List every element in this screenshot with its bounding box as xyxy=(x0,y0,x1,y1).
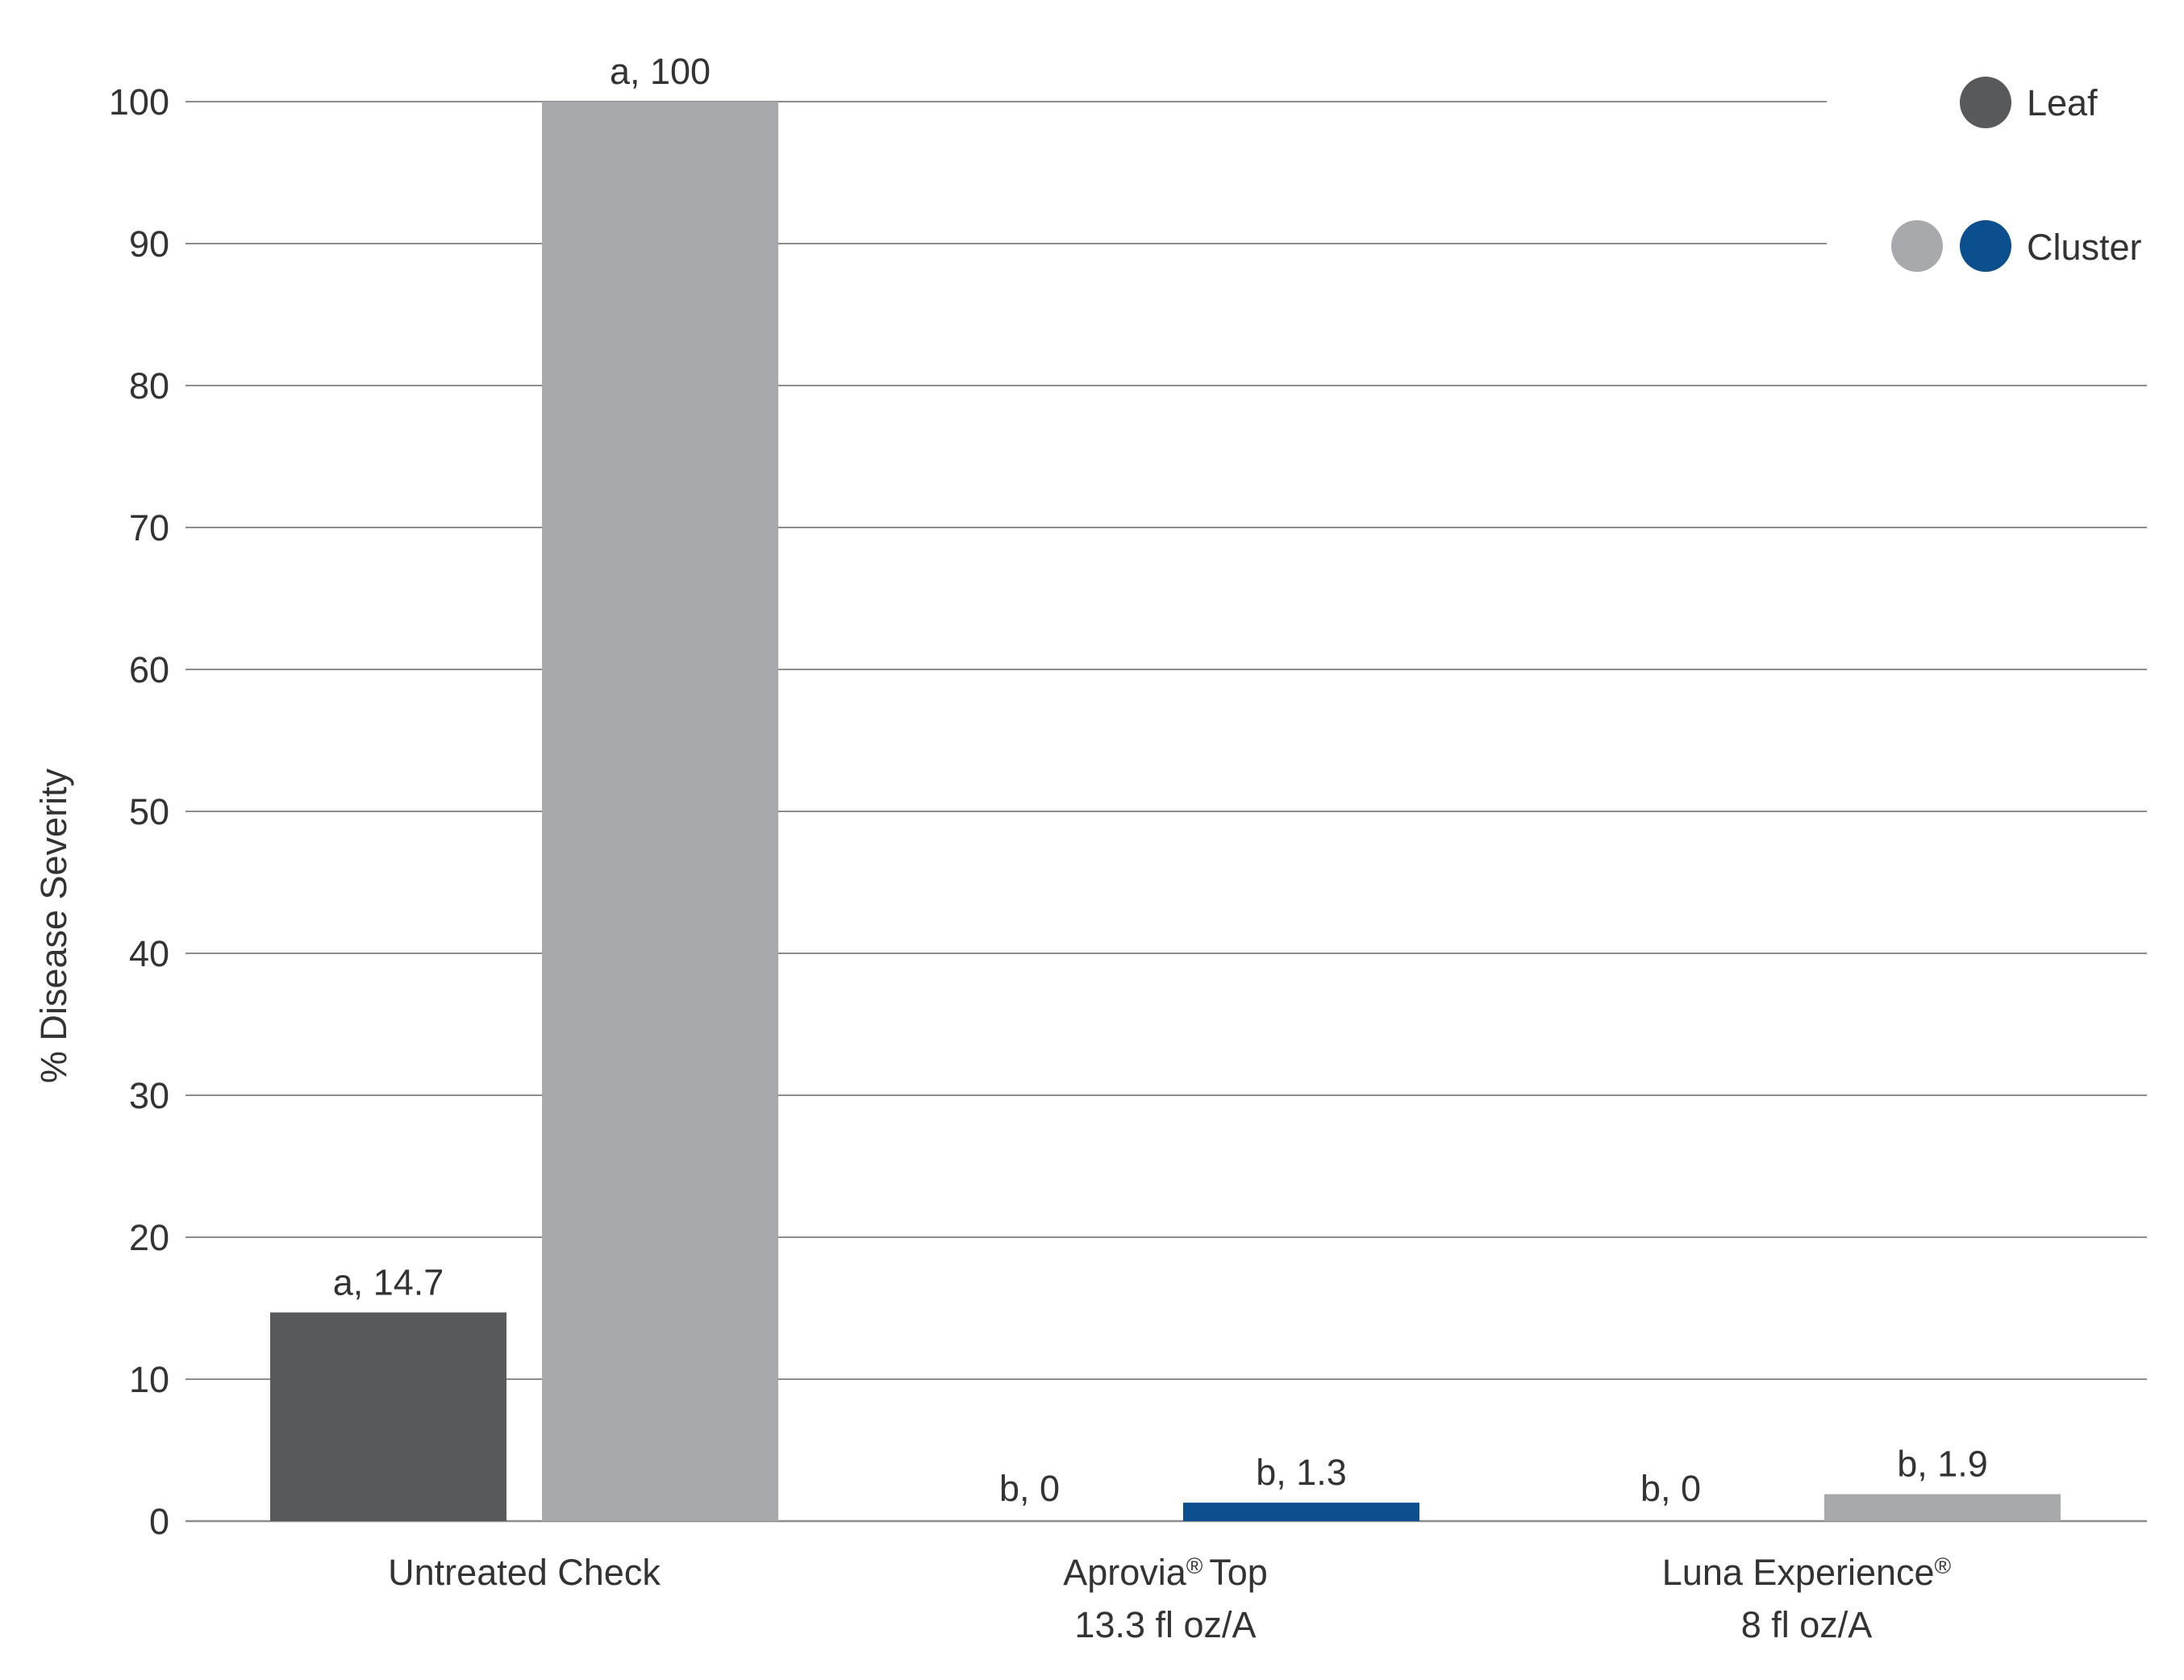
bar-label-leaf-2: b, 0 xyxy=(1640,1468,1701,1509)
legend-swatch-leaf xyxy=(1960,77,2011,128)
bar-label-leaf-0: a, 14.7 xyxy=(333,1261,444,1303)
legend: Leaf Cluster xyxy=(1891,77,2142,272)
registered-mark: ® xyxy=(1935,1553,1952,1578)
bar-label-cluster-0: a, 100 xyxy=(610,51,711,92)
category-label-aprovia-name: Aprovia xyxy=(1063,1552,1187,1593)
category-label-aprovia-rate: 13.3 fl oz/A xyxy=(1074,1604,1256,1645)
y-tick-label-40: 40 xyxy=(129,933,169,974)
category-label-aprovia-top: Aprovia® Top xyxy=(1063,1552,1268,1593)
bar-label-leaf-1: b, 0 xyxy=(999,1468,1060,1509)
category-label-luna-experience: Luna Experience® xyxy=(1662,1552,1952,1593)
bar-cluster-2 xyxy=(1824,1494,2061,1521)
y-axis-ticks: 0 10 20 30 40 50 60 70 80 90 100 xyxy=(109,81,169,1542)
legend-label-cluster: Cluster xyxy=(2027,227,2142,268)
bar-label-cluster-1: b, 1.3 xyxy=(1256,1452,1347,1493)
bar-cluster-1 xyxy=(1183,1503,1419,1521)
y-tick-label-70: 70 xyxy=(129,507,169,548)
legend-swatch-cluster-blue xyxy=(1960,220,2011,272)
category-label-aprovia-top-word: Top xyxy=(1209,1552,1268,1593)
category-label-luna-name: Luna Experience xyxy=(1662,1552,1935,1593)
y-tick-label-90: 90 xyxy=(129,223,169,265)
bar-cluster-0 xyxy=(542,102,778,1521)
bar-label-cluster-2: b, 1.9 xyxy=(1897,1444,1988,1485)
registered-mark: ® xyxy=(1186,1553,1209,1578)
y-tick-label-80: 80 xyxy=(129,365,169,406)
y-axis-title: % Disease Severity xyxy=(33,768,74,1083)
y-tick-label-50: 50 xyxy=(129,791,169,832)
y-tick-label-0: 0 xyxy=(149,1501,169,1542)
legend-label-leaf: Leaf xyxy=(2027,82,2098,123)
gridlines xyxy=(185,101,2147,1523)
y-tick-label-10: 10 xyxy=(129,1359,169,1400)
y-tick-label-100: 100 xyxy=(109,81,169,123)
y-tick-label-60: 60 xyxy=(129,649,169,690)
bar-value-labels: a, 14.7 b, 0 b, 0 a, 100 b, 1.3 b, 1.9 xyxy=(333,51,1988,1509)
y-tick-label-30: 30 xyxy=(129,1075,169,1116)
legend-swatch-cluster-gray xyxy=(1891,220,1943,272)
y-tick-label-20: 20 xyxy=(129,1217,169,1258)
bar-leaf-0 xyxy=(270,1312,506,1521)
category-label-luna-rate: 8 fl oz/A xyxy=(1741,1604,1873,1645)
bars xyxy=(270,102,2061,1521)
category-label-untreated-check: Untreated Check xyxy=(388,1552,661,1593)
